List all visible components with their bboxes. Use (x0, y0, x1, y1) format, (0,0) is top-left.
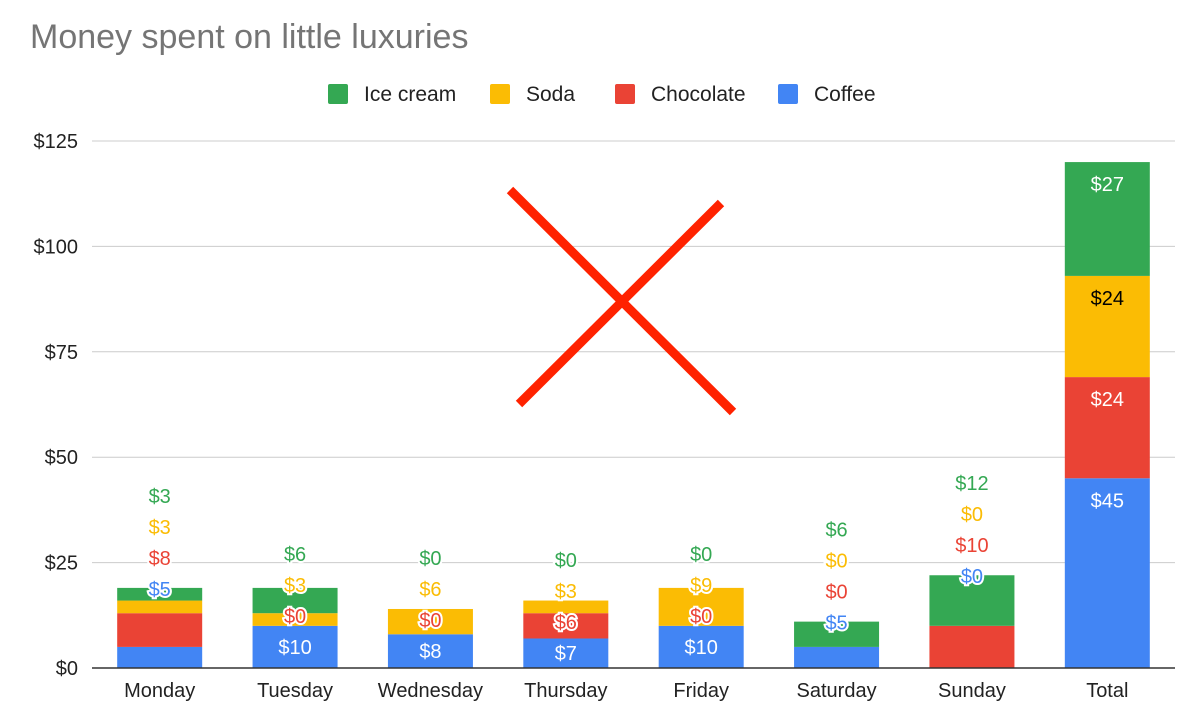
data-label-friday-ice-cream: $0 (690, 544, 712, 566)
bar-monday-ice-cream (117, 587, 203, 601)
chart-title: Money spent on little luxuries (30, 18, 469, 56)
data-label-sunday-ice-cream: $12 (955, 473, 988, 495)
bar-friday-soda (658, 587, 744, 626)
x-tick-label-monday: Monday (124, 680, 195, 702)
legend-label-ice-cream: Ice cream (364, 83, 456, 106)
y-tick-label: $25 (45, 553, 78, 575)
data-label-tuesday-chocolate: $0 (284, 606, 306, 628)
data-label-wednesday-coffee: $8 (419, 641, 441, 663)
data-label-sunday-coffee: $0 (961, 566, 983, 588)
legend-swatch-soda (490, 84, 510, 104)
red-x-stroke-2 (515, 199, 725, 408)
gridlines (92, 140, 1175, 564)
data-label-saturday-coffee: $5 (825, 613, 847, 635)
bar-tuesday-coffee (252, 625, 338, 668)
data-label-sunday-soda: $0 (961, 504, 983, 526)
data-label-sunday-chocolate: $10 (955, 535, 988, 557)
data-label-thursday-coffee: $7 (555, 643, 577, 665)
x-tick-label-friday: Friday (673, 680, 729, 702)
data-label-saturday-ice-cream: $6 (825, 520, 847, 542)
data-label-wednesday-chocolate: $0 (419, 610, 441, 632)
y-tick-label: $75 (45, 342, 78, 364)
data-label-friday-chocolate: $0 (690, 606, 712, 628)
bar-monday-soda (117, 600, 203, 614)
legend: Ice cream Soda Chocolate Coffee (328, 83, 876, 106)
bar-sunday-ice-cream (929, 575, 1015, 626)
bar-tuesday-ice-cream (252, 587, 338, 614)
bar-sunday-chocolate (929, 625, 1015, 668)
bar-wednesday-soda (387, 608, 473, 635)
x-tick-label-thursday: Thursday (524, 680, 607, 702)
data-label-total-chocolate: $24 (1091, 389, 1124, 411)
data-label-total-coffee: $45 (1091, 490, 1124, 512)
data-label-tuesday-soda: $3 (284, 575, 306, 597)
data-label-friday-soda: $9 (690, 575, 712, 597)
bar-total-chocolate (1064, 377, 1150, 479)
legend-label-chocolate: Chocolate (651, 83, 746, 106)
bar-wednesday-coffee (387, 634, 473, 668)
legend-swatch-chocolate (615, 84, 635, 104)
x-tick-label-saturday: Saturday (797, 680, 877, 702)
bar-monday-chocolate (117, 613, 203, 647)
bar-saturday-coffee (794, 646, 880, 668)
data-label-thursday-soda: $3 (555, 581, 577, 603)
data-label-wednesday-soda: $6 (419, 579, 441, 601)
data-label-monday-chocolate: $8 (149, 548, 171, 570)
x-tick-label-total: Total (1086, 680, 1128, 702)
bar-tuesday-soda (252, 613, 338, 626)
red-x-annotation (506, 186, 737, 416)
data-label-tuesday-coffee: $10 (278, 637, 311, 659)
x-tick-label-sunday: Sunday (938, 680, 1006, 702)
data-label-tuesday-ice-cream: $6 (284, 544, 306, 566)
x-tick-label-wednesday: Wednesday (378, 680, 483, 702)
bar-monday-coffee (117, 646, 203, 668)
legend-label-coffee: Coffee (814, 83, 876, 106)
legend-swatch-ice-cream (328, 84, 348, 104)
data-label-saturday-soda: $0 (825, 551, 847, 573)
x-tick-label-tuesday: Tuesday (257, 680, 333, 702)
y-tick-label: $0 (56, 658, 78, 680)
legend-swatch-coffee (778, 84, 798, 104)
x-axis: Monday Tuesday Wednesday Thursday Friday Satu… (92, 667, 1175, 702)
data-label-monday-soda: $3 (149, 517, 171, 539)
data-label-thursday-ice-cream: $0 (555, 550, 577, 572)
data-label-monday-ice-cream: $3 (149, 486, 171, 508)
y-tick-label: $125 (34, 131, 79, 153)
y-axis: $0 $25 $50 $75 $100 $125 (34, 131, 79, 680)
data-label-thursday-chocolate: $6 (555, 612, 577, 634)
bar-saturday-ice-cream (794, 621, 880, 647)
data-label-saturday-chocolate: $0 (825, 582, 847, 604)
legend-label-soda: Soda (526, 83, 575, 106)
y-tick-label: $50 (45, 447, 78, 469)
bar-total-coffee (1064, 478, 1150, 668)
data-label-friday-coffee: $10 (685, 637, 718, 659)
bar-thursday-coffee (523, 638, 609, 668)
data-label-total-soda: $24 (1091, 288, 1124, 310)
bars (117, 162, 1150, 668)
data-labels: $5 $8 $3 $3 $10 $0 $3 $6 $8 $0 $6 $0 $7 $6 $3 $0 $10 $0 $9… (147, 174, 1124, 665)
data-label-total-ice-cream: $27 (1091, 174, 1124, 196)
y-tick-label: $100 (34, 236, 79, 258)
bar-total-soda (1064, 275, 1150, 378)
bar-total-ice-cream (1064, 162, 1150, 276)
data-label-wednesday-ice-cream: $0 (419, 548, 441, 570)
bar-thursday-soda (523, 600, 609, 614)
data-label-monday-coffee: $5 (149, 579, 171, 601)
bar-friday-coffee (658, 625, 744, 668)
bar-thursday-chocolate (523, 613, 609, 639)
